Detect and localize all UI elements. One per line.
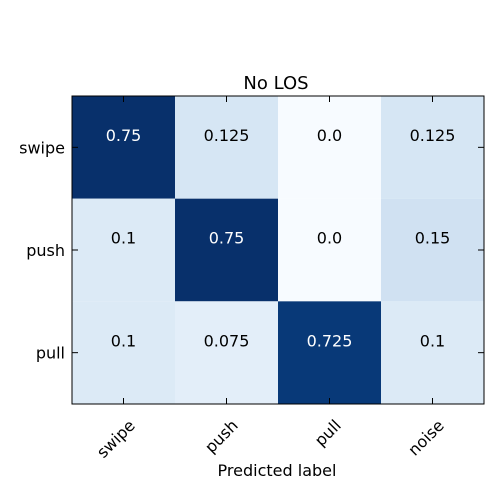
heatmap-cell-swipe-pull [278, 96, 381, 199]
heatmap-cell-swipe-push [175, 96, 278, 199]
heatmap-cell-push-push [175, 198, 278, 302]
heatmap-cell-push-noise [381, 198, 484, 302]
cell-value-label: 0.75 [209, 229, 245, 248]
y-tick-label-pull: pull [36, 344, 65, 363]
cell-value-label: 0.1 [111, 229, 136, 248]
heatmap-cell-push-pull [278, 198, 381, 302]
heatmap-cell-push-swipe [72, 198, 175, 302]
cell-value-label: 0.125 [204, 126, 250, 145]
cell-value-label: 0.1 [420, 331, 445, 350]
axis-ticks [72, 96, 484, 404]
x-tick-label-pull: pull [311, 416, 345, 450]
heatmap-cell-pull-noise [381, 301, 484, 404]
x-tick-label-swipe: swipe [93, 416, 139, 462]
cell-value-label: 0.725 [307, 331, 353, 350]
heatmap-cell-pull-push [175, 301, 278, 404]
heatmap-cells: 0.75 0.125 0.0 0.125 0.1 0.75 0.0 0.15 0.1 0.075 0… [72, 96, 484, 404]
y-tick-labels: swipe push pull [19, 138, 65, 362]
cell-value-label: 0.15 [415, 229, 451, 248]
heatmap-cell-swipe-swipe [72, 96, 175, 199]
heatmap-cell-swipe-noise [381, 96, 484, 199]
cell-value-label: 0.075 [204, 331, 250, 350]
y-tick-label-swipe: swipe [19, 138, 65, 157]
x-axis-label: Predicted label [218, 461, 337, 480]
heatmap-cell-pull-pull [278, 301, 381, 404]
x-tick-label-noise: noise [404, 416, 448, 460]
heatmap-cell-pull-swipe [72, 301, 175, 404]
x-tick-labels: swipe push pull noise [93, 416, 448, 462]
y-tick-label-push: push [26, 241, 65, 260]
chart-title: No LOS [243, 73, 308, 94]
x-tick-label-push: push [201, 416, 242, 457]
cell-value-label: 0.125 [410, 126, 456, 145]
cell-value-label: 0.75 [106, 126, 142, 145]
cell-value-label: 0.1 [111, 331, 136, 350]
cell-value-label: 0.0 [317, 229, 342, 248]
cell-value-label: 0.0 [317, 126, 342, 145]
